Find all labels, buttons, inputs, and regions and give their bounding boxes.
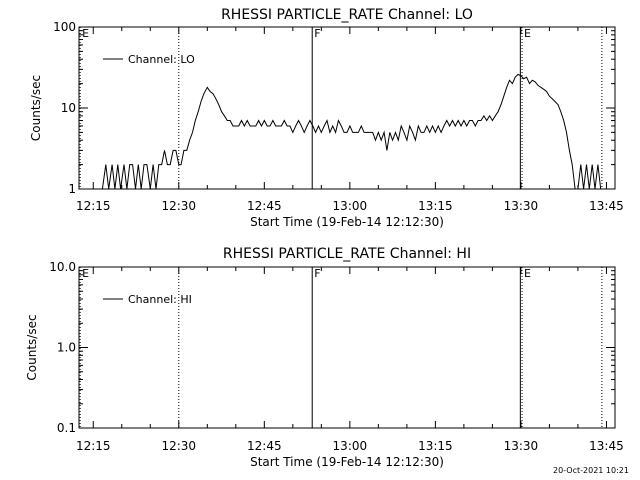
event-marker-label: E xyxy=(82,27,89,40)
y-tick-label: 10.0 xyxy=(49,260,76,274)
chart-title: RHESSI PARTICLE_RATE Channel: HI xyxy=(223,246,471,262)
timestamp-stamp: 20-Oct-2021 10:21 xyxy=(553,466,629,475)
event-marker-label: E xyxy=(524,27,531,40)
y-axis-label: Counts/sec xyxy=(29,75,43,141)
y-tick-label: 10 xyxy=(61,101,76,115)
y-axis-label: Counts/sec xyxy=(25,314,39,380)
x-tick-label: 13:30 xyxy=(504,439,539,453)
x-tick-label: 13:15 xyxy=(418,439,453,453)
event-marker-label: F xyxy=(314,267,320,280)
x-tick-label: 12:15 xyxy=(76,199,111,213)
x-tick-label: 13:45 xyxy=(589,199,624,213)
y-tick-label: 100 xyxy=(53,20,76,34)
x-tick-label: 13:00 xyxy=(333,199,368,213)
x-axis-label: Start Time (19-Feb-14 12:12:30) xyxy=(250,455,444,469)
y-tick-label: 1.0 xyxy=(57,341,76,355)
event-marker-label: F xyxy=(314,27,320,40)
x-axis-label: Start Time (19-Feb-14 12:12:30) xyxy=(250,215,444,229)
legend-label: Channel: LO xyxy=(128,53,195,66)
event-marker-label: E xyxy=(82,267,89,280)
x-tick-label: 13:00 xyxy=(333,439,368,453)
plot-frame xyxy=(78,266,616,429)
x-tick-label: 13:45 xyxy=(589,439,624,453)
x-tick-label: 12:30 xyxy=(161,439,196,453)
x-tick-label: 12:15 xyxy=(76,439,111,453)
legend-label: Channel: HI xyxy=(128,293,192,306)
x-tick-label: 12:45 xyxy=(247,199,282,213)
x-tick-label: 13:30 xyxy=(504,199,539,213)
chart-panel-2: RHESSI PARTICLE_RATE Channel: HI 12:15 12:… xyxy=(25,246,624,469)
x-tick-label: 12:45 xyxy=(247,439,282,453)
series-line xyxy=(101,73,602,190)
y-tick-label: 0.1 xyxy=(57,421,76,435)
event-marker-label: E xyxy=(524,267,531,280)
chart-panel-1: RHESSI PARTICLE_RATE Channel: LO 12:15 12:… xyxy=(29,7,624,229)
chart-title: RHESSI PARTICLE_RATE Channel: LO xyxy=(221,7,473,23)
y-tick-label: 1 xyxy=(68,182,76,196)
x-tick-label: 13:15 xyxy=(418,199,453,213)
x-tick-label: 12:30 xyxy=(161,199,196,213)
